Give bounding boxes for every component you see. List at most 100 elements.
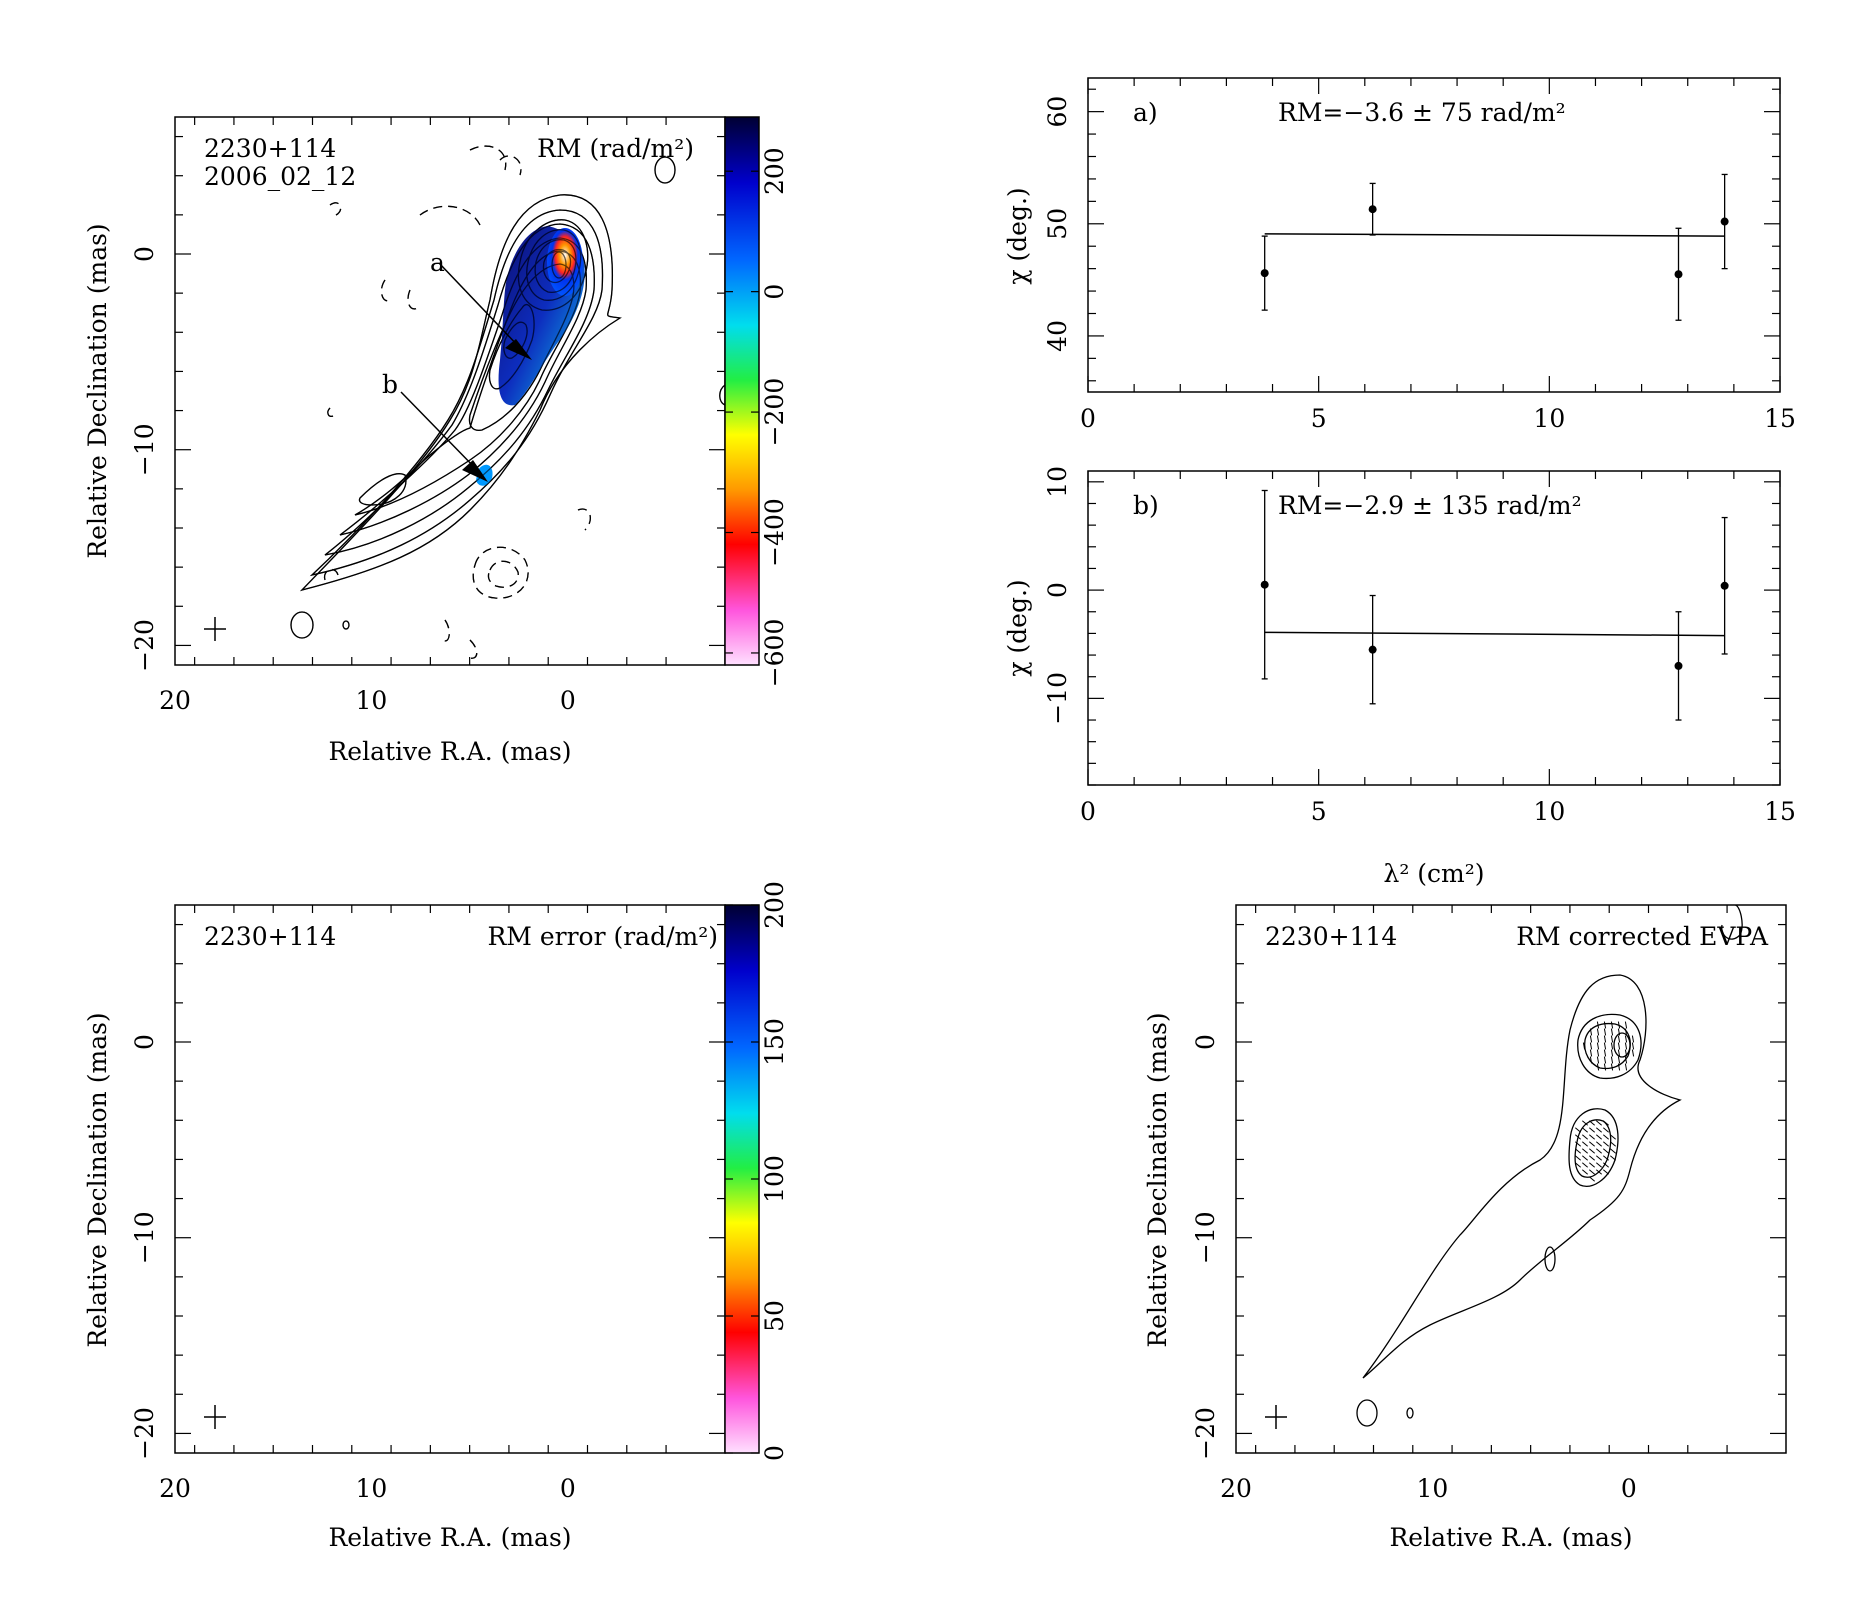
y-tick-label: 10 [1043,466,1072,498]
evpa-stick [1595,1120,1603,1126]
evpa-stick [1602,1127,1610,1133]
evpa-stick [1595,1148,1603,1154]
panel-rm-error-map: 20 10 0−20−100 2230+114 RM error (rad/m²) … [83,881,789,1552]
evpa-stick [1595,1169,1603,1175]
panel-rm-fit-a: 0 5 10 15 40 50 60 a) RM=−3.6 ± 75 rad/m² χ (d… [1003,77,1796,433]
err-bridge-region [540,1089,565,1104]
panel-rm-map: 20 10 0 −20 −10 0 a b 2230+114 2006_02_12 RM … [83,116,789,766]
colorbar-tick-label: −400 [760,498,789,567]
rm-colorbar-frame [724,116,760,666]
y-tick-label: 0 [130,1034,159,1050]
y-tick-label: 60 [1043,96,1072,128]
x-tick-label: 0 [1621,1474,1637,1503]
y-tick-label: −20 [130,1407,159,1460]
y-tick-label: −10 [130,423,159,476]
evpa-stick [1588,1134,1596,1140]
evpa-stick [1595,1162,1603,1168]
colorbar-tick-label: 50 [760,1300,789,1332]
err-jet-region [503,1102,563,1190]
evpa-stick [1595,1155,1603,1161]
fit-b-xlabel: λ² (cm²) [1383,859,1484,888]
x-tick-label: 20 [159,686,191,715]
rm-map-ticks: 20 10 0 −20 −10 0 [130,117,725,715]
err-map-source: 2230+114 [204,922,336,951]
x-tick-label: 10 [356,1474,388,1503]
evpa-stick [1574,1148,1582,1154]
x-tick-label: 0 [1080,797,1096,826]
evpa-stick [1602,1162,1610,1168]
evpa-stick [1602,1141,1610,1147]
evpa-stick [1602,1169,1610,1175]
rm-map-date: 2006_02_12 [204,162,356,191]
evpa-stick [1603,1028,1607,1036]
evpa-stick [1610,1035,1614,1043]
err-map-xlabel: Relative R.A. (mas) [328,1523,571,1552]
evpa-stick [1624,1035,1628,1043]
evpa-stick [1631,1049,1635,1057]
evpa-stick [1609,1141,1617,1147]
evpa-stick [1602,1148,1610,1154]
err-map-frame [174,904,726,1454]
fit-a-ylabel: χ (deg.) [1003,187,1032,284]
evpa-stick [1596,1063,1600,1071]
evpa-blob-2 [1406,1407,1414,1419]
x-tick-label: 0 [560,1474,576,1503]
err-colorbar-ticks: 200 150 100 50 0 [725,881,789,1461]
rm-colorbar-ticks: 200 0 −200 −400 −600 [725,147,789,687]
y-tick-label: −10 [1043,672,1072,725]
evpa-map-ticks: 20 10 0 −20 −10 0 [1191,905,1786,1503]
fit-a-ticks: 0 5 10 15 40 50 60 [1043,78,1796,433]
evpa-stick [1603,1021,1607,1029]
evpa-stick [1624,1056,1628,1064]
data-point [1368,205,1377,214]
evpa-stick [1602,1120,1610,1126]
rm-core-region [547,228,583,296]
evpa-stick [1603,1035,1607,1043]
evpa-stick [1574,1155,1582,1161]
evpa-stick [1610,1049,1614,1057]
rm-colorbar [725,117,759,665]
evpa-stick [1589,1028,1593,1036]
x-tick-label: 10 [356,686,388,715]
marker-a-arrow [438,262,523,351]
err-core-region [536,1006,588,1086]
marker-b-arrow [400,391,481,474]
evpa-stick [1574,1162,1582,1168]
evpa-stick [1609,1134,1617,1140]
err-knot-region [460,1250,478,1280]
evpa-stick [1595,1141,1603,1147]
panel-evpa-map: 20 10 0−20−100 2230+114 RM corrected EVPA … [1143,904,1787,1552]
evpa-stick [1596,1035,1600,1043]
evpa-stick [1574,1141,1582,1147]
x-tick-label: 15 [1764,797,1796,826]
fit-b-ticks: 0 5 10 15 −10 0 10 [1043,466,1796,826]
evpa-stick [1588,1176,1596,1182]
evpa-blob-1 [1356,1399,1378,1427]
y-tick-label: 0 [130,246,159,262]
fit-b-frame [1087,470,1781,786]
y-tick-label: 0 [1043,582,1072,598]
evpa-stick [1617,1021,1621,1029]
rm-map-ylabel: Relative Declination (mas) [83,223,112,558]
evpa-stick [1589,1042,1593,1050]
data-point [1720,581,1729,590]
colorbar-tick-label: 200 [760,881,789,929]
x-tick-label: 10 [1533,797,1565,826]
evpa-edge-contour [1721,905,1743,940]
evpa-stick [1617,1049,1621,1057]
evpa-stick [1624,1021,1628,1029]
evpa-stick [1582,1042,1586,1050]
colorbar-tick-label: −200 [760,378,789,447]
evpa-stick [1603,1063,1607,1071]
evpa-stick [1603,1042,1607,1050]
evpa-stick [1617,1056,1621,1064]
evpa-stick [1617,1035,1621,1043]
evpa-core-peak [1613,1032,1631,1058]
rm-map-frame [174,116,726,666]
x-tick-label: 20 [159,1474,191,1503]
evpa-stick [1589,1049,1593,1057]
evpa-stick [1581,1134,1589,1140]
evpa-stick [1624,1028,1628,1036]
x-tick-label: 5 [1311,404,1327,433]
y-tick-label: −10 [130,1211,159,1264]
